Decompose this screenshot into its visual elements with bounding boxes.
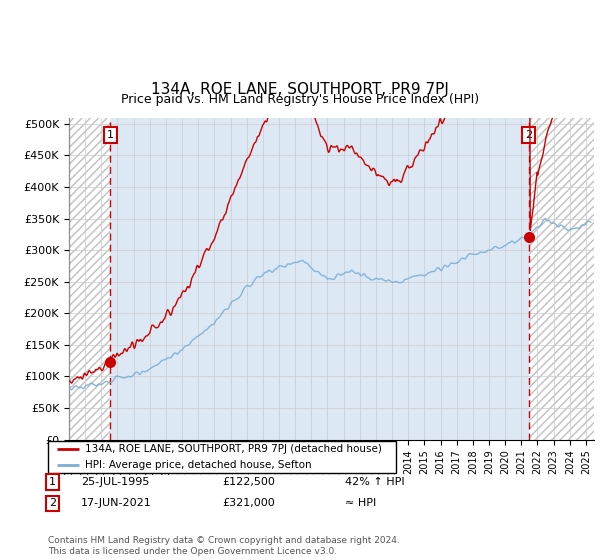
Text: 1: 1	[49, 477, 56, 487]
Text: HPI: Average price, detached house, Sefton: HPI: Average price, detached house, Seft…	[85, 460, 311, 470]
Text: 42% ↑ HPI: 42% ↑ HPI	[345, 477, 404, 487]
Text: 2: 2	[49, 498, 56, 508]
Bar	[69, 118, 110, 440]
Text: Contains HM Land Registry data © Crown copyright and database right 2024.
This d: Contains HM Land Registry data © Crown c…	[48, 536, 400, 556]
Text: 134A, ROE LANE, SOUTHPORT, PR9 7PJ: 134A, ROE LANE, SOUTHPORT, PR9 7PJ	[151, 82, 449, 97]
Text: 1: 1	[107, 130, 114, 140]
Text: 17-JUN-2021: 17-JUN-2021	[81, 498, 152, 508]
Text: 2: 2	[525, 130, 532, 140]
Text: £321,000: £321,000	[222, 498, 275, 508]
Text: ≈ HPI: ≈ HPI	[345, 498, 376, 508]
Text: Price paid vs. HM Land Registry's House Price Index (HPI): Price paid vs. HM Land Registry's House …	[121, 94, 479, 106]
Text: £122,500: £122,500	[222, 477, 275, 487]
Bar	[529, 118, 594, 440]
Text: 25-JUL-1995: 25-JUL-1995	[81, 477, 149, 487]
Text: 134A, ROE LANE, SOUTHPORT, PR9 7PJ (detached house): 134A, ROE LANE, SOUTHPORT, PR9 7PJ (deta…	[85, 445, 382, 455]
